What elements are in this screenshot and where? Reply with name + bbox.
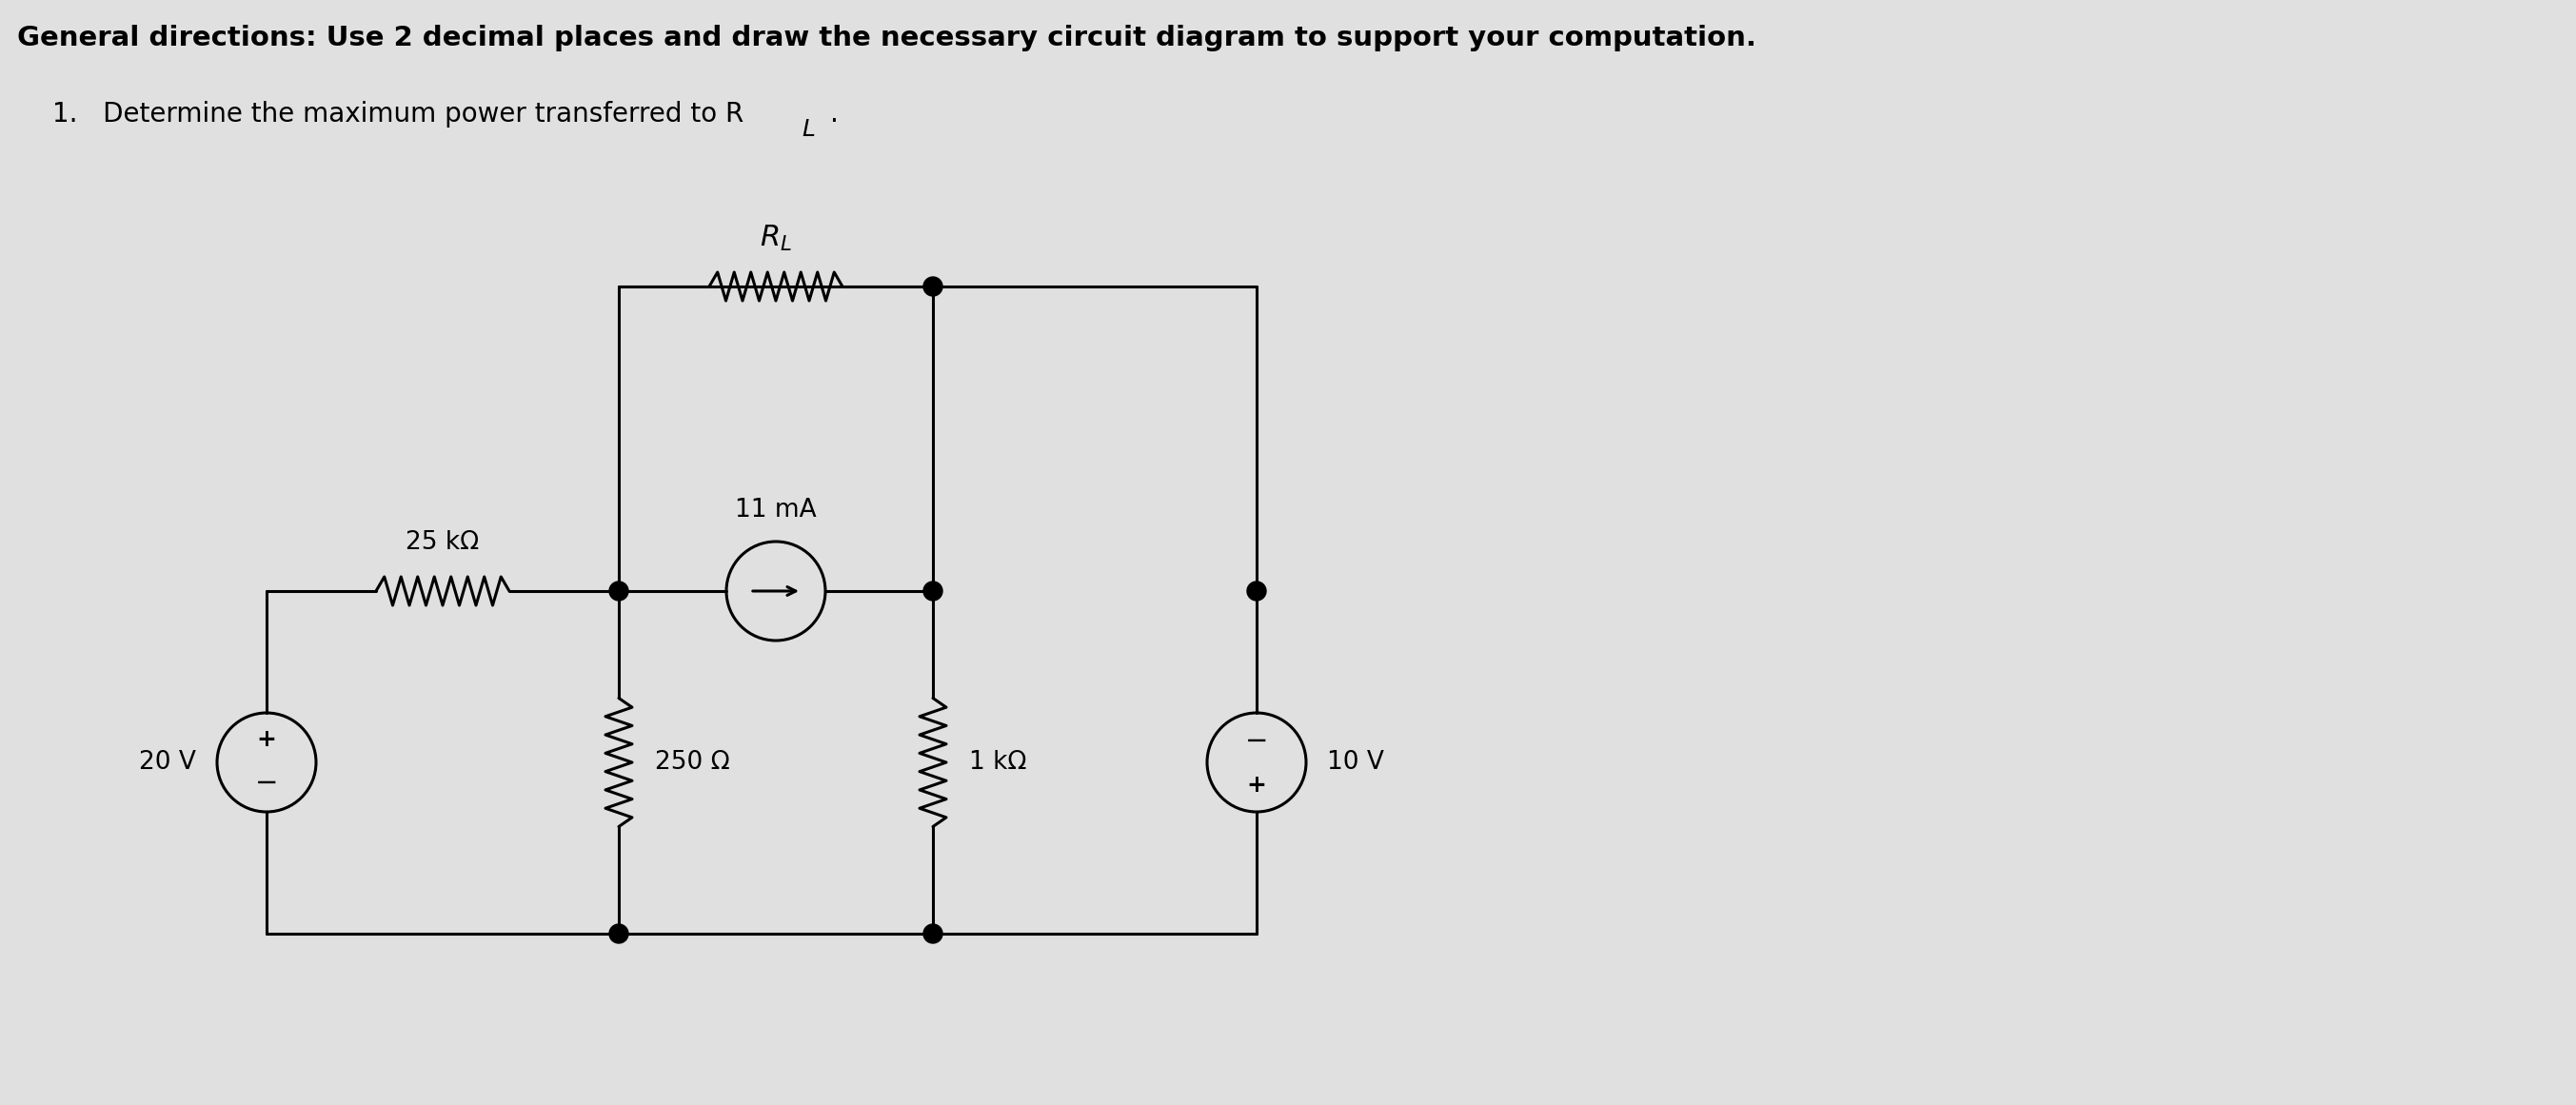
Text: 1.   Determine the maximum power transferred to R: 1. Determine the maximum power transferr… (52, 101, 744, 127)
Text: 250 Ω: 250 Ω (654, 750, 729, 775)
Text: 25 kΩ: 25 kΩ (407, 530, 479, 555)
Text: L: L (801, 118, 814, 140)
Text: +: + (1247, 774, 1267, 797)
Circle shape (611, 924, 629, 944)
Text: $R_L$: $R_L$ (760, 223, 791, 253)
Text: 10 V: 10 V (1327, 750, 1383, 775)
Text: +: + (258, 728, 276, 751)
Circle shape (922, 924, 943, 944)
Circle shape (922, 277, 943, 296)
Circle shape (611, 581, 629, 600)
Text: .: . (829, 101, 840, 127)
Circle shape (922, 581, 943, 600)
Text: General directions: Use 2 decimal places and draw the necessary circuit diagram : General directions: Use 2 decimal places… (18, 24, 1757, 52)
Circle shape (1247, 581, 1267, 600)
Text: −: − (255, 770, 278, 797)
Text: 20 V: 20 V (139, 750, 196, 775)
Text: 11 mA: 11 mA (734, 497, 817, 523)
Text: −: − (1244, 728, 1267, 755)
Text: 1 kΩ: 1 kΩ (969, 750, 1028, 775)
